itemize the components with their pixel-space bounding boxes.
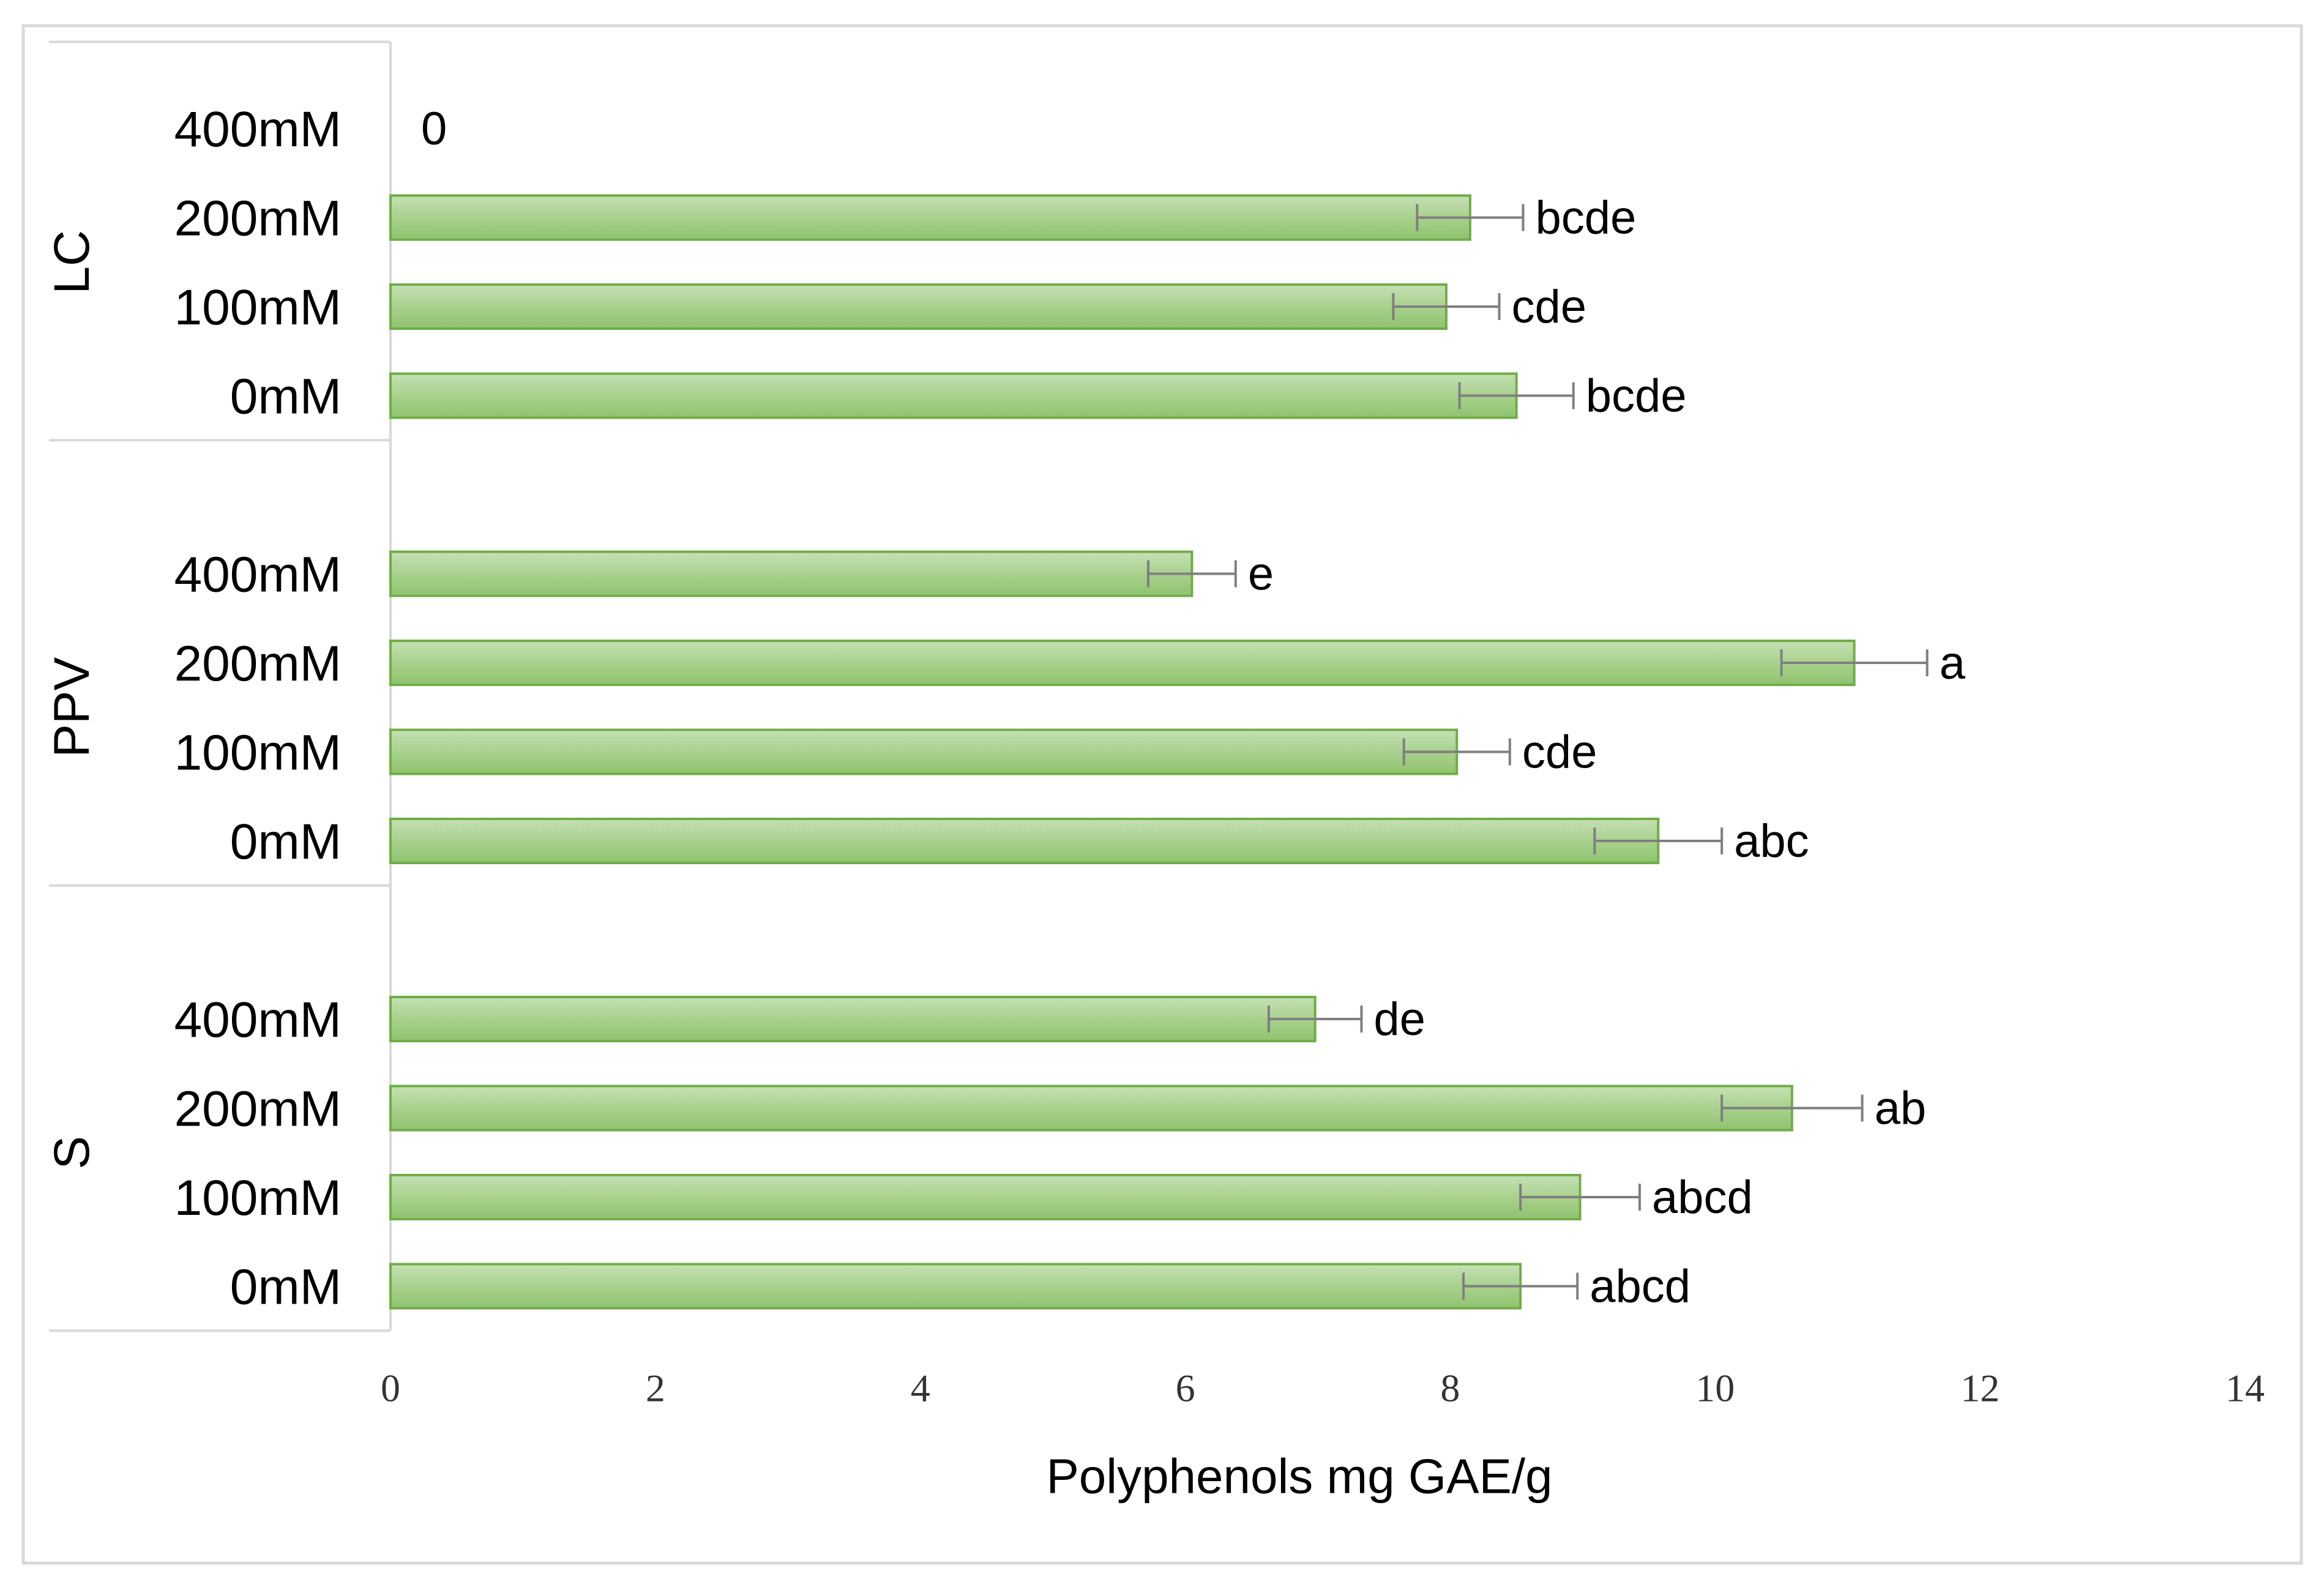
error-bar bbox=[1462, 1272, 1579, 1300]
category-label: 100mM bbox=[174, 1170, 342, 1226]
data-label: cde bbox=[1522, 726, 1597, 779]
bars-layer bbox=[389, 194, 1929, 1310]
data-label: ab bbox=[1875, 1083, 1927, 1135]
bar bbox=[389, 1263, 1522, 1310]
error-bar bbox=[1146, 560, 1237, 588]
category-label: 0mM bbox=[230, 1260, 342, 1315]
bar bbox=[389, 996, 1317, 1042]
category-label: 0mM bbox=[230, 814, 342, 870]
bar bbox=[389, 818, 1660, 864]
error-bar bbox=[1780, 649, 1929, 676]
x-tick-label: 8 bbox=[1440, 1366, 1460, 1410]
chart-frame bbox=[21, 24, 2303, 1565]
data-label: abcd bbox=[1590, 1261, 1691, 1313]
error-bar bbox=[1402, 738, 1511, 766]
error-bar bbox=[1458, 382, 1575, 409]
category-label: 100mM bbox=[174, 725, 342, 781]
x-tick-label: 0 bbox=[381, 1366, 400, 1410]
category-label: 200mM bbox=[174, 191, 342, 247]
bar bbox=[389, 1174, 1582, 1220]
category-label: 400mM bbox=[174, 102, 342, 157]
bar bbox=[389, 372, 1518, 419]
error-bar bbox=[1416, 204, 1525, 231]
error-bar bbox=[1267, 1006, 1363, 1032]
x-tick-label: 12 bbox=[1960, 1366, 2000, 1410]
x-tick-label: 4 bbox=[911, 1366, 930, 1410]
data-label: a bbox=[1940, 637, 1966, 689]
data-label: e bbox=[1248, 548, 1274, 600]
bar bbox=[389, 640, 1856, 686]
error-bar bbox=[1593, 827, 1724, 854]
x-axis-title: Polyphenols mg GAE/g bbox=[1046, 1449, 1552, 1503]
category-label: 200mM bbox=[174, 1081, 342, 1137]
data-label: bcde bbox=[1535, 192, 1636, 244]
category-label: 200mM bbox=[174, 636, 342, 692]
data-label: abcd bbox=[1652, 1171, 1753, 1223]
error-bar bbox=[1392, 293, 1501, 320]
error-bar bbox=[1721, 1094, 1864, 1122]
group-label: S bbox=[44, 1136, 100, 1170]
bar bbox=[389, 1085, 1793, 1132]
data-label: abc bbox=[1734, 815, 1809, 867]
x-tick-label: 14 bbox=[2225, 1366, 2265, 1410]
category-label: 100mM bbox=[174, 280, 342, 335]
error-bar bbox=[1519, 1184, 1641, 1211]
data-label: de bbox=[1373, 993, 1425, 1045]
category-label: 400mM bbox=[174, 547, 342, 603]
labels-layer: 400mM 0 200mM bcde 100mM cde 0mM bcde LC 400mM e 20… bbox=[44, 102, 1966, 1315]
category-label: 0mM bbox=[230, 369, 342, 425]
x-tick-label: 6 bbox=[1176, 1366, 1195, 1410]
category-label: 400mM bbox=[174, 992, 342, 1048]
bar bbox=[389, 728, 1459, 775]
data-label: cde bbox=[1512, 281, 1587, 333]
bar bbox=[389, 550, 1194, 597]
group-label: LC bbox=[44, 230, 100, 294]
data-label: 0 bbox=[421, 103, 447, 155]
x-tick-label: 10 bbox=[1695, 1366, 1735, 1410]
bar bbox=[389, 194, 1471, 241]
group-label: PPV bbox=[44, 657, 100, 757]
x-axis-ticks: 0 2 4 6 8 10 12 14 bbox=[381, 1366, 2265, 1410]
x-tick-label: 2 bbox=[646, 1366, 665, 1410]
bar bbox=[389, 283, 1448, 330]
data-label: bcde bbox=[1586, 370, 1687, 422]
